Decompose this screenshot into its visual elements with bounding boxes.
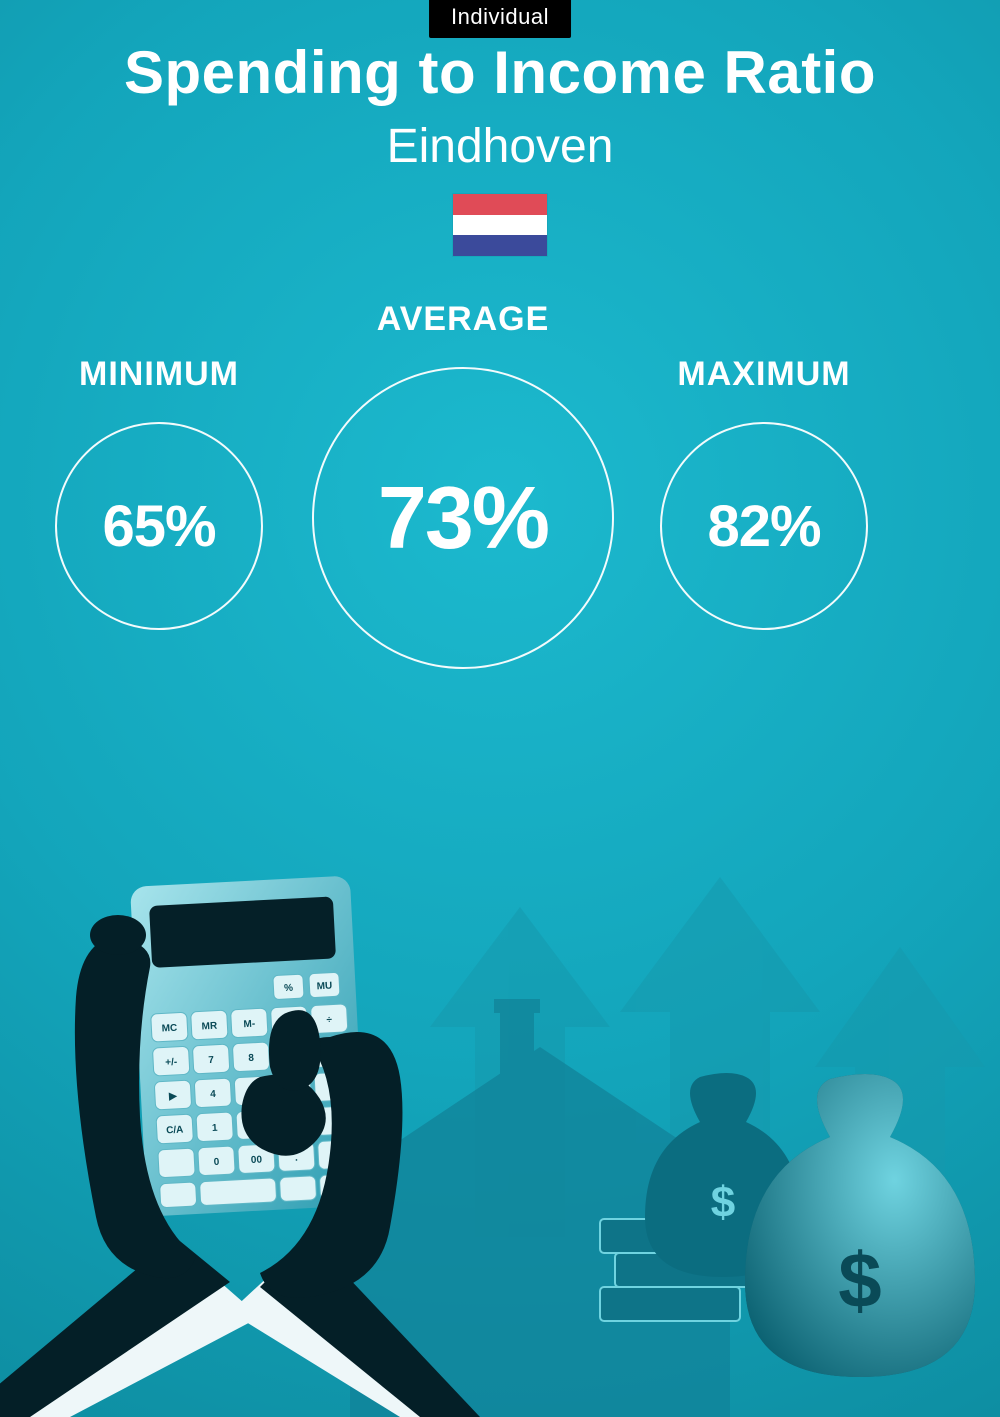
svg-text:$: $	[838, 1236, 881, 1324]
svg-text:.: .	[295, 1153, 299, 1164]
svg-text:▶: ▶	[168, 1091, 179, 1103]
svg-text:MR: MR	[201, 1021, 218, 1033]
svg-text:C/A: C/A	[166, 1125, 184, 1137]
category-tab: Individual	[429, 0, 571, 38]
svg-text:3: 3	[292, 1119, 299, 1130]
svg-text:8: 8	[248, 1053, 255, 1064]
svg-text:7: 7	[208, 1055, 215, 1066]
stat-maximum-label: MAXIMUM	[660, 355, 868, 394]
category-tab-label: Individual	[451, 4, 549, 29]
svg-text:+/-: +/-	[165, 1057, 178, 1069]
flag-stripe-bot	[453, 235, 547, 256]
stat-maximum-value: 82%	[707, 493, 820, 560]
svg-text:−: −	[330, 1083, 337, 1094]
svg-text:%: %	[284, 983, 294, 994]
stat-minimum-label: MINIMUM	[55, 355, 263, 394]
country-flag-icon	[453, 194, 547, 256]
svg-text:+: +	[331, 1116, 338, 1127]
stat-minimum: MINIMUM 65%	[55, 355, 263, 630]
svg-text:00: 00	[251, 1154, 263, 1166]
city-name: Eindhoven	[0, 119, 1000, 174]
svg-text:M-: M-	[243, 1019, 255, 1031]
svg-text:2: 2	[252, 1121, 259, 1132]
stat-average: AVERAGE 73%	[312, 300, 614, 669]
svg-text:×: ×	[328, 1049, 335, 1060]
flag-stripe-top	[453, 194, 547, 215]
svg-text:6: 6	[290, 1085, 297, 1096]
svg-text:$: $	[711, 1178, 735, 1227]
stat-average-label: AVERAGE	[312, 300, 614, 339]
stat-average-circle: 73%	[312, 367, 614, 669]
stat-average-value: 73%	[378, 467, 548, 569]
stats-row: MINIMUM 65% AVERAGE 73% MAXIMUM 82%	[0, 300, 1000, 720]
stat-minimum-value: 65%	[102, 493, 215, 560]
finance-illustration-icon: $ $	[0, 817, 1000, 1417]
svg-text:4: 4	[210, 1089, 217, 1100]
svg-text:MU: MU	[316, 981, 332, 993]
svg-text:9: 9	[288, 1051, 295, 1062]
svg-text:÷: ÷	[326, 1015, 333, 1026]
svg-text:=: =	[333, 1150, 340, 1161]
page-title: Spending to Income Ratio	[0, 38, 1000, 107]
flag-stripe-mid	[453, 215, 547, 236]
svg-text:5: 5	[250, 1087, 257, 1098]
svg-text:M+: M+	[282, 1016, 297, 1028]
stat-maximum-circle: 82%	[660, 422, 868, 630]
svg-text:1: 1	[212, 1123, 219, 1134]
stat-maximum: MAXIMUM 82%	[660, 355, 868, 630]
stat-minimum-circle: 65%	[55, 422, 263, 630]
svg-text:MC: MC	[161, 1023, 177, 1035]
svg-text:0: 0	[213, 1157, 220, 1168]
header: Spending to Income Ratio Eindhoven	[0, 38, 1000, 256]
